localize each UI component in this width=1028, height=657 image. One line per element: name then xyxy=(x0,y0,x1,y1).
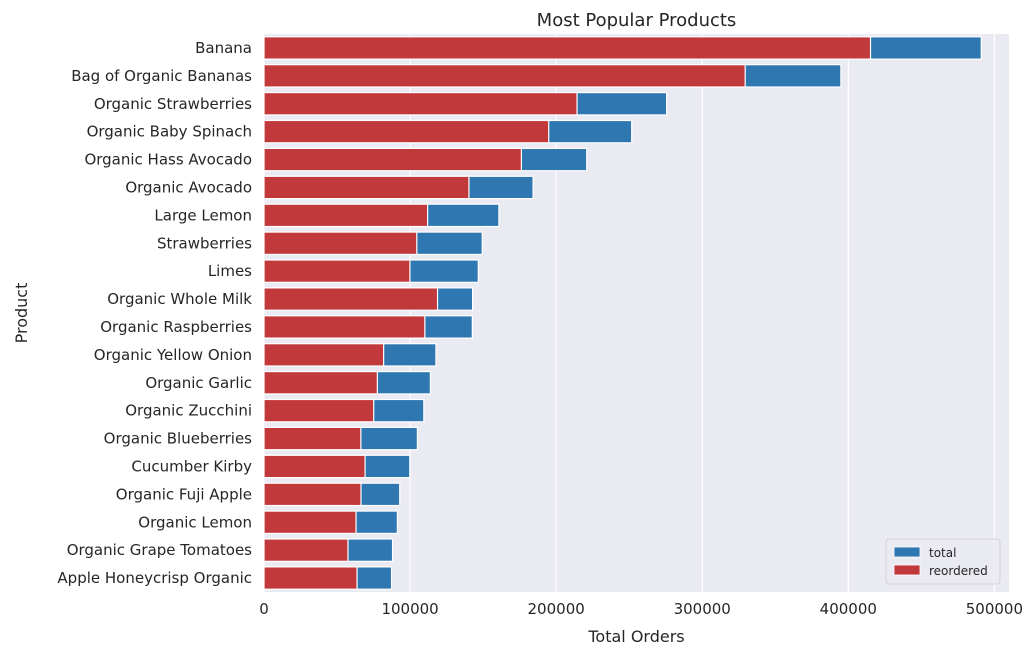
y-tick-label: Apple Honeycrisp Organic xyxy=(57,569,252,587)
plot-background xyxy=(264,34,1009,592)
y-tick-label: Organic Avocado xyxy=(125,178,252,196)
y-axis-label: Product xyxy=(12,283,31,344)
x-tick-label: 400000 xyxy=(820,600,877,618)
bar-reordered xyxy=(263,91,578,116)
y-tick-label: Cucumber Kirby xyxy=(131,457,252,475)
bar-reordered xyxy=(263,370,378,395)
x-tick-label: 200000 xyxy=(528,600,585,618)
bar-reordered xyxy=(263,175,470,200)
y-tick-label: Bag of Organic Bananas xyxy=(71,67,252,85)
bar-reordered xyxy=(263,203,429,228)
bar-reordered xyxy=(263,482,362,507)
y-tick-label: Banana xyxy=(195,39,252,57)
y-tick-label: Organic Strawberries xyxy=(94,95,252,113)
y-tick-label: Organic Zucchini xyxy=(125,402,252,420)
x-tick-label: 0 xyxy=(259,600,269,618)
bar-reordered xyxy=(263,119,550,144)
y-tick-label: Organic Whole Milk xyxy=(107,290,252,308)
bar-reordered xyxy=(263,147,522,172)
bar-reordered xyxy=(263,231,418,256)
y-tick-label: Organic Garlic xyxy=(145,374,252,392)
y-tick-label: Organic Grape Tomatoes xyxy=(67,541,252,559)
chart-title: Most Popular Products xyxy=(537,10,737,31)
bar-reordered xyxy=(263,64,746,88)
x-axis-label: Total Orders xyxy=(587,627,684,646)
bars xyxy=(263,36,982,590)
bar-reordered xyxy=(263,398,375,423)
legend-swatch-reordered xyxy=(893,564,921,576)
bar-reordered xyxy=(263,287,439,311)
bar-reordered xyxy=(263,343,385,367)
y-tick-label: Limes xyxy=(208,262,252,280)
x-tick-label: 500000 xyxy=(966,600,1023,618)
y-tick-label: Organic Hass Avocado xyxy=(84,151,252,169)
y-tick-label: Organic Fuji Apple xyxy=(116,485,252,503)
x-tick-label: 300000 xyxy=(674,600,731,618)
legend-label-total: total xyxy=(929,546,956,560)
y-tick-label: Organic Lemon xyxy=(138,513,252,531)
bar-reordered xyxy=(263,454,366,479)
bar-reordered xyxy=(263,538,349,562)
y-tick-labels: Banana Bag of Organic Bananas Organic Stra… xyxy=(57,39,252,587)
y-tick-label: Strawberries xyxy=(157,234,252,252)
legend-label-reordered: reordered xyxy=(929,564,988,578)
x-tick-labels: 0 100000 200000 300000 400000 500000 xyxy=(259,600,1023,618)
y-tick-label: Large Lemon xyxy=(154,206,252,224)
y-tick-label: Organic Yellow Onion xyxy=(94,346,252,364)
bar-reordered xyxy=(263,426,362,451)
bar-reordered xyxy=(263,566,358,590)
y-tick-label: Organic Raspberries xyxy=(100,318,252,336)
bar-reordered xyxy=(263,36,872,60)
bar-reordered xyxy=(263,259,411,283)
x-tick-label: 100000 xyxy=(381,600,438,618)
bar-reordered xyxy=(263,510,357,535)
y-tick-label: Organic Blueberries xyxy=(104,430,253,448)
y-tick-label: Organic Baby Spinach xyxy=(87,123,252,141)
legend: total reordered xyxy=(885,538,1001,585)
bar-reordered xyxy=(263,315,426,339)
legend-swatch-total xyxy=(893,546,921,558)
